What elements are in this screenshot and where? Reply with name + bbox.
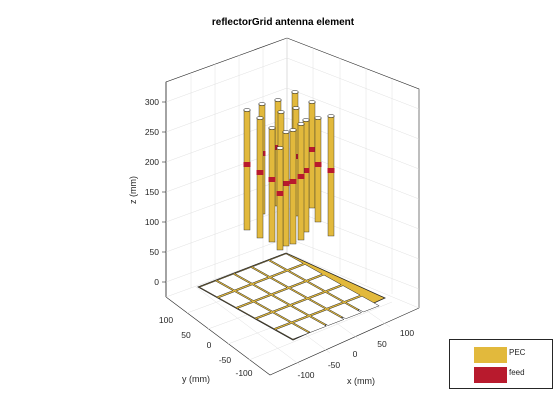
feed-gap bbox=[314, 162, 322, 167]
z-tick-label: 50 bbox=[150, 247, 160, 257]
reflector-hole bbox=[269, 253, 304, 270]
reflector-hole bbox=[290, 281, 325, 298]
dipole-cap bbox=[256, 116, 264, 120]
reflector-hole bbox=[254, 295, 289, 312]
dipole-cap bbox=[314, 116, 322, 120]
x-tick-label: -100 bbox=[297, 370, 314, 380]
x-tick-label: 100 bbox=[400, 328, 414, 338]
z-axis: 0 50 100 150 200 250 300 z (mm) bbox=[128, 97, 166, 287]
feed-gap bbox=[308, 147, 316, 152]
dipole-cap bbox=[327, 114, 335, 118]
reflector-holes bbox=[199, 253, 380, 340]
y-axis: 100 50 0 -50 -100 y (mm) bbox=[159, 315, 253, 384]
z-axis-label: z (mm) bbox=[128, 176, 138, 204]
dipole-cap bbox=[292, 106, 300, 110]
x-axis-label: x (mm) bbox=[347, 376, 375, 386]
plot-title: reflectorGrid antenna element bbox=[212, 17, 355, 28]
x-tick-label: -50 bbox=[328, 360, 341, 370]
reflector-hole bbox=[199, 280, 234, 298]
dipole-cap bbox=[276, 146, 284, 150]
z-tick-label: 100 bbox=[145, 217, 159, 227]
reflector-grid bbox=[197, 252, 386, 341]
reflector-hole bbox=[272, 288, 307, 305]
y-tick-label: -50 bbox=[219, 355, 232, 365]
feed-gap bbox=[289, 179, 297, 184]
dipole-element bbox=[327, 115, 335, 237]
dipole-cap bbox=[297, 122, 305, 126]
feed-gap bbox=[268, 177, 276, 182]
dipole-element bbox=[308, 101, 316, 209]
reflector-hole bbox=[273, 305, 308, 323]
reflector-hole bbox=[328, 302, 363, 320]
legend-label-pec: PEC bbox=[509, 348, 526, 357]
feed-gap bbox=[276, 191, 284, 196]
z-tick-label: 150 bbox=[145, 187, 159, 197]
reflector-hole bbox=[237, 301, 272, 319]
dipole-cap bbox=[291, 90, 299, 94]
dipole-element bbox=[256, 117, 264, 239]
reflector-hole bbox=[216, 273, 251, 291]
feed-gap bbox=[243, 162, 251, 167]
dipole-element bbox=[314, 117, 322, 223]
y-tick-label: 50 bbox=[181, 330, 191, 340]
feed-gap bbox=[282, 181, 290, 186]
dipole-element bbox=[243, 109, 251, 231]
dipole-element bbox=[289, 129, 297, 245]
dipole-cap bbox=[308, 100, 316, 104]
y-tick-label: 100 bbox=[159, 315, 173, 325]
dipole-cap bbox=[289, 128, 297, 132]
dipole-cap bbox=[274, 98, 282, 102]
dipole-array bbox=[243, 90, 335, 251]
reflector-hole bbox=[253, 277, 288, 295]
reflector-hole bbox=[256, 312, 291, 329]
dipole-element bbox=[297, 123, 305, 241]
dipole-cap bbox=[302, 118, 310, 122]
feed-gap bbox=[256, 170, 264, 175]
feed-gap bbox=[327, 168, 335, 173]
legend-swatch-pec bbox=[474, 347, 507, 363]
reflector-hole bbox=[310, 309, 345, 326]
legend-label-feed: feed bbox=[509, 368, 525, 377]
dipole-cap bbox=[258, 102, 266, 106]
feed-gap bbox=[297, 174, 305, 179]
dipole-cap bbox=[282, 130, 290, 134]
dipole-element bbox=[276, 147, 284, 251]
y-tick-label: -100 bbox=[235, 368, 252, 378]
legend: PEC feed bbox=[449, 339, 553, 389]
reflector-hole bbox=[234, 267, 269, 284]
dipole-cap bbox=[277, 110, 285, 114]
reflector-hole bbox=[309, 292, 344, 309]
z-tick-label: 200 bbox=[145, 157, 159, 167]
reflector-hole bbox=[288, 264, 323, 281]
feed-gap bbox=[302, 168, 310, 173]
reflector-hole bbox=[235, 284, 270, 301]
legend-item-feed: feed bbox=[474, 365, 552, 385]
reflector-hole bbox=[275, 323, 310, 340]
dipole-cap bbox=[268, 126, 276, 130]
reflector-hole bbox=[345, 295, 380, 313]
x-tick-label: 0 bbox=[353, 349, 358, 359]
y-tick-label: 0 bbox=[207, 340, 212, 350]
x-tick-label: 50 bbox=[377, 339, 387, 349]
z-tick-label: 0 bbox=[154, 277, 159, 287]
x-axis: -100 -50 0 50 100 x (mm) bbox=[297, 328, 414, 386]
reflector-hole bbox=[291, 298, 326, 316]
reflector-hole bbox=[271, 270, 306, 288]
z-tick-label: 250 bbox=[145, 127, 159, 137]
legend-item-pec: PEC bbox=[474, 345, 552, 365]
reflector-hole bbox=[218, 291, 253, 308]
reflector-hole bbox=[252, 260, 287, 277]
dipole-element bbox=[282, 131, 290, 247]
dipole-element bbox=[268, 127, 276, 243]
dipole-cap bbox=[243, 108, 251, 112]
y-axis-label: y (mm) bbox=[182, 374, 210, 384]
reflector-hole bbox=[326, 285, 361, 302]
legend-swatch-feed bbox=[474, 367, 507, 383]
z-tick-label: 300 bbox=[145, 97, 159, 107]
reflector-hole bbox=[307, 274, 342, 292]
reflector-hole bbox=[292, 316, 327, 333]
